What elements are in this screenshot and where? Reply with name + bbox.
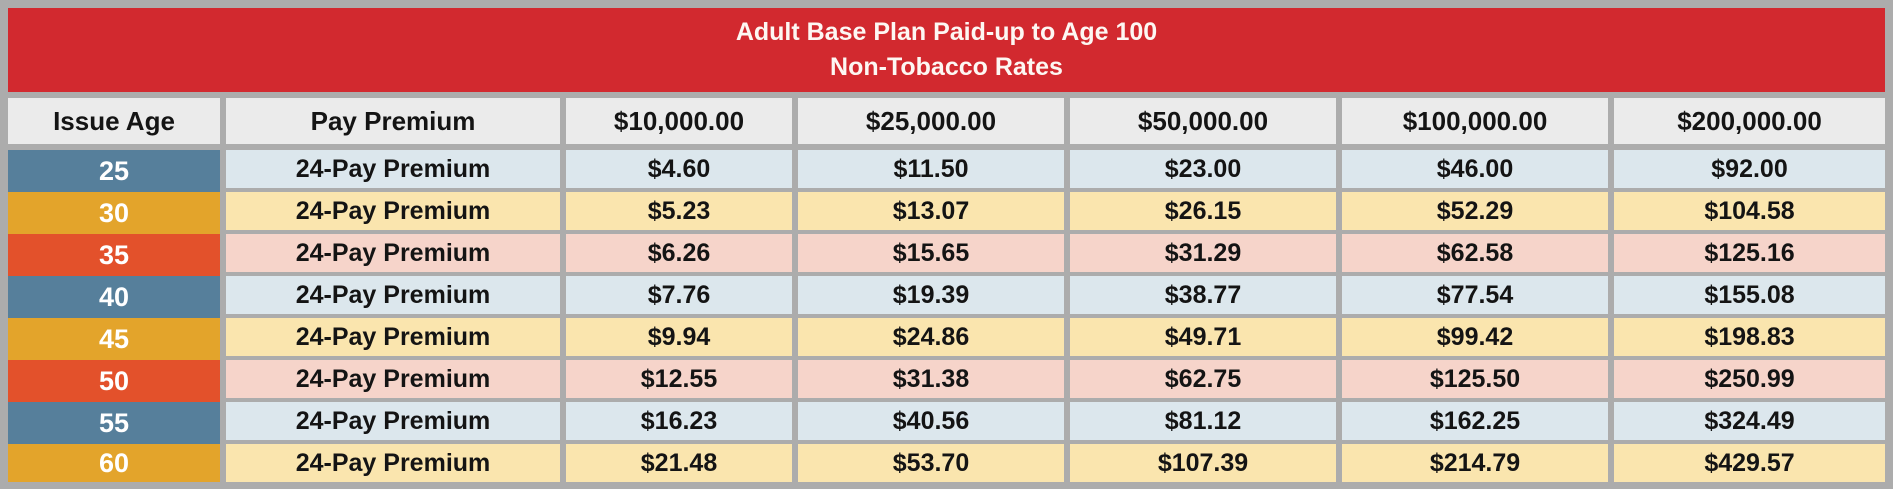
table-title-line1: Adult Base Plan Paid-up to Age 100: [735, 18, 1158, 46]
premium-type-cell: 24-Pay Premium: [226, 150, 560, 188]
column-header-issue-age: Issue Age: [8, 98, 220, 144]
rate-cell-100000: $162.25: [1342, 402, 1608, 440]
premium-type-cell: 24-Pay Premium: [226, 234, 560, 272]
rate-cell-10000: $5.23: [566, 192, 792, 230]
rate-cell-100000: $62.58: [1342, 234, 1608, 272]
column-header-200000: $200,000.00: [1614, 98, 1885, 144]
issue-age-cell: 50: [8, 360, 220, 402]
premium-type-cell: 24-Pay Premium: [226, 318, 560, 356]
issue-age-cell: 55: [8, 402, 220, 444]
rate-cell-200000: $198.83: [1614, 318, 1885, 356]
rate-cell-25000: $40.56: [798, 402, 1064, 440]
rate-cell-10000: $9.94: [566, 318, 792, 356]
rate-cell-50000: $23.00: [1070, 150, 1336, 188]
rate-cell-25000: $19.39: [798, 276, 1064, 314]
rate-cell-100000: $214.79: [1342, 444, 1608, 482]
table-title-line2: Non-Tobacco Rates: [830, 53, 1063, 81]
rate-cell-25000: $13.07: [798, 192, 1064, 230]
issue-age-cell: 60: [8, 444, 220, 482]
issue-age-cell: 35: [8, 234, 220, 276]
table-row-age-30: 30 24-Pay Premium $5.23 $13.07 $26.15 $5…: [8, 192, 1885, 234]
rate-cell-200000: $155.08: [1614, 276, 1885, 314]
rate-cell-10000: $12.55: [566, 360, 792, 398]
issue-age-cell: 30: [8, 192, 220, 234]
rate-cell-50000: $38.77: [1070, 276, 1336, 314]
premium-type-cell: 24-Pay Premium: [226, 402, 560, 440]
table-row-age-55: 55 24-Pay Premium $16.23 $40.56 $81.12 $…: [8, 402, 1885, 444]
rate-cell-200000: $250.99: [1614, 360, 1885, 398]
rate-cell-50000: $26.15: [1070, 192, 1336, 230]
rate-cell-100000: $52.29: [1342, 192, 1608, 230]
premium-type-cell: 24-Pay Premium: [226, 276, 560, 314]
premium-type-cell: 24-Pay Premium: [226, 192, 560, 230]
table-row-age-50: 50 24-Pay Premium $12.55 $31.38 $62.75 $…: [8, 360, 1885, 402]
table-row-age-60: 60 24-Pay Premium $21.48 $53.70 $107.39 …: [8, 444, 1885, 482]
rate-cell-200000: $125.16: [1614, 234, 1885, 272]
issue-age-cell: 40: [8, 276, 220, 318]
rate-cell-50000: $81.12: [1070, 402, 1336, 440]
table-row-age-25: 25 24-Pay Premium $4.60 $11.50 $23.00 $4…: [8, 150, 1885, 192]
rate-cell-25000: $15.65: [798, 234, 1064, 272]
premium-type-cell: 24-Pay Premium: [226, 444, 560, 482]
rate-cell-200000: $324.49: [1614, 402, 1885, 440]
rate-cell-10000: $21.48: [566, 444, 792, 482]
rate-cell-200000: $104.58: [1614, 192, 1885, 230]
rate-cell-100000: $46.00: [1342, 150, 1608, 188]
issue-age-cell: 45: [8, 318, 220, 360]
column-header-10000: $10,000.00: [566, 98, 792, 144]
rate-cell-100000: $99.42: [1342, 318, 1608, 356]
table-row-age-40: 40 24-Pay Premium $7.76 $19.39 $38.77 $7…: [8, 276, 1885, 318]
rate-cell-25000: $11.50: [798, 150, 1064, 188]
issue-age-cell: 25: [8, 150, 220, 192]
table-row-age-45: 45 24-Pay Premium $9.94 $24.86 $49.71 $9…: [8, 318, 1885, 360]
table-row-age-35: 35 24-Pay Premium $6.26 $15.65 $31.29 $6…: [8, 234, 1885, 276]
table-title-banner: Adult Base Plan Paid-up to Age 100 Non-T…: [8, 8, 1885, 92]
rate-cell-10000: $16.23: [566, 402, 792, 440]
rate-cell-10000: $7.76: [566, 276, 792, 314]
rate-cell-25000: $31.38: [798, 360, 1064, 398]
column-header-50000: $50,000.00: [1070, 98, 1336, 144]
rate-cell-200000: $429.57: [1614, 444, 1885, 482]
rate-cell-50000: $49.71: [1070, 318, 1336, 356]
rate-cell-50000: $107.39: [1070, 444, 1336, 482]
rate-cell-50000: $31.29: [1070, 234, 1336, 272]
column-header-100000: $100,000.00: [1342, 98, 1608, 144]
rate-cell-50000: $62.75: [1070, 360, 1336, 398]
column-header-row: Issue Age Pay Premium $10,000.00 $25,000…: [8, 98, 1885, 144]
column-header-25000: $25,000.00: [798, 98, 1064, 144]
table-body: 25 24-Pay Premium $4.60 $11.50 $23.00 $4…: [8, 150, 1885, 482]
rate-cell-100000: $77.54: [1342, 276, 1608, 314]
rate-cell-100000: $125.50: [1342, 360, 1608, 398]
rate-cell-10000: $4.60: [566, 150, 792, 188]
premium-type-cell: 24-Pay Premium: [226, 360, 560, 398]
rate-cell-25000: $24.86: [798, 318, 1064, 356]
rate-cell-200000: $92.00: [1614, 150, 1885, 188]
rate-cell-10000: $6.26: [566, 234, 792, 272]
column-header-pay-premium: Pay Premium: [226, 98, 560, 144]
rate-cell-25000: $53.70: [798, 444, 1064, 482]
